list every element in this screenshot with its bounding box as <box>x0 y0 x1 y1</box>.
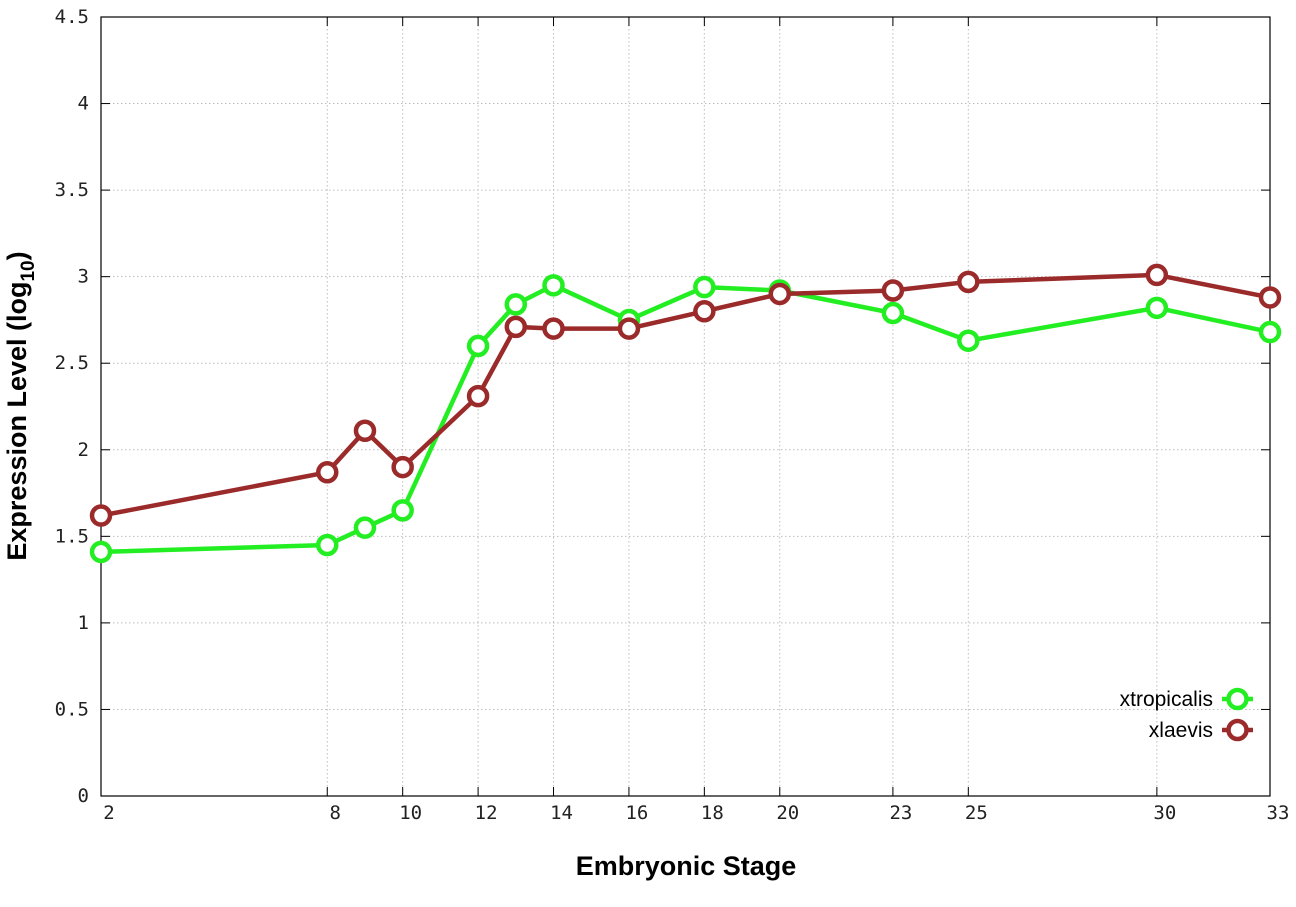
y-tick-label: 1.5 <box>55 525 89 547</box>
y-tick-label: 3 <box>78 266 89 288</box>
y-axis-title-subscript: 10 <box>18 260 39 281</box>
x-tick-label: 10 <box>399 802 422 824</box>
y-tick-label: 2 <box>78 439 89 461</box>
data-point-xtropicalis <box>89 540 113 564</box>
data-point-xtropicalis <box>881 301 905 325</box>
y-tick-label: 0 <box>78 785 89 807</box>
x-tick-label: 25 <box>965 802 988 824</box>
legend: xtropicalis xlaevis <box>1120 687 1253 742</box>
x-tick-label: 12 <box>475 802 498 824</box>
data-point-xlaevis <box>693 300 716 323</box>
x-tick-label: 30 <box>1153 802 1176 824</box>
y-axis-title: Expression Level (log10) <box>2 251 39 560</box>
data-point-xtropicalis <box>466 334 490 358</box>
data-point-xlaevis <box>391 455 414 479</box>
series-layer <box>89 263 1282 564</box>
x-tick-label: 33 <box>1267 802 1290 824</box>
y-tick-label: 3.5 <box>55 179 89 201</box>
data-point-xlaevis <box>542 317 565 340</box>
legend-swatch-marker <box>1226 687 1249 711</box>
series-xtropicalis <box>89 274 1282 564</box>
data-point-xtropicalis <box>504 293 528 316</box>
data-point-xlaevis <box>353 419 377 442</box>
data-point-xlaevis <box>768 282 792 306</box>
legend-label: xlaevis <box>1149 719 1213 742</box>
x-tick-label: 8 <box>330 802 341 824</box>
data-point-xlaevis <box>957 270 980 294</box>
y-tick-label: 0.5 <box>55 698 89 720</box>
x-tick-label: 14 <box>550 802 573 824</box>
data-point-xlaevis <box>504 315 528 339</box>
data-point-xtropicalis <box>391 499 414 522</box>
legend-label: xtropicalis <box>1120 688 1213 711</box>
x-tick-label: 16 <box>625 802 648 824</box>
x-tick-label: 23 <box>889 802 912 824</box>
y-tick-label: 4.5 <box>55 6 89 28</box>
data-point-xtropicalis <box>1258 320 1282 344</box>
grid-lines <box>101 17 1270 796</box>
data-point-xlaevis <box>466 384 490 408</box>
legend-item-xlaevis: xlaevis <box>1149 718 1253 742</box>
y-axis-title-close: ) <box>2 251 32 260</box>
data-point-xlaevis <box>89 504 113 527</box>
plot-frame <box>100 16 1271 797</box>
legend-item-xtropicalis: xtropicalis <box>1120 687 1253 711</box>
x-tick-label: 18 <box>701 802 724 824</box>
x-axis-title: Embryonic Stage <box>576 851 797 881</box>
legend-swatch-marker <box>1226 718 1249 742</box>
data-point-xlaevis <box>881 279 905 302</box>
data-point-xtropicalis <box>542 274 565 297</box>
y-tick-label: 4 <box>78 93 89 115</box>
data-point-xlaevis <box>1145 263 1169 287</box>
data-point-xtropicalis <box>693 275 716 299</box>
y-tick-label: 2.5 <box>55 352 89 374</box>
y-tick-label: 1 <box>78 612 89 634</box>
data-point-xlaevis <box>316 461 339 484</box>
x-tick-label: 20 <box>776 802 799 824</box>
series-xlaevis <box>89 263 1282 527</box>
data-point-xlaevis <box>617 317 641 340</box>
data-point-xtropicalis <box>316 533 339 557</box>
axis-ticks: 0 0.5 1 1.5 2 2.5 3 3.5 4 4.5 2 8 10 12 14 16 18 20 23 25 30… <box>55 6 1290 824</box>
y-axis-title-main: Expression Level (log <box>2 282 32 561</box>
data-point-xlaevis <box>1258 286 1282 309</box>
data-point-xtropicalis <box>353 516 377 539</box>
x-tick-label: 2 <box>103 802 114 824</box>
data-point-xtropicalis <box>957 329 980 352</box>
data-point-xtropicalis <box>1145 296 1169 320</box>
